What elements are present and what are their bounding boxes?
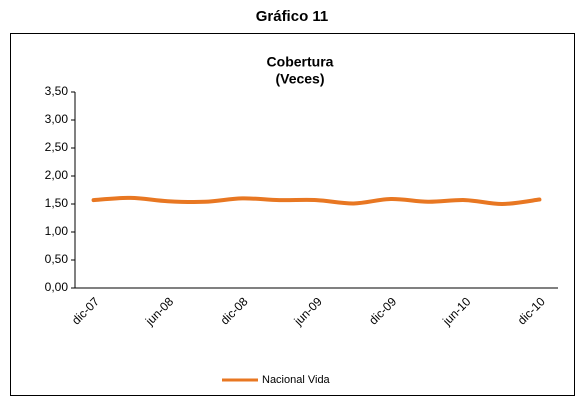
y-tick-label: 0,00: [45, 280, 69, 294]
x-tick-label: dic-10: [515, 294, 548, 327]
y-tick-label: 2,50: [45, 140, 69, 154]
figure-heading: Gráfico 11: [256, 8, 329, 25]
y-tick-label: 0,50: [45, 252, 69, 266]
x-tick-label: jun-09: [291, 294, 325, 328]
y-tick-label: 3,50: [45, 84, 69, 98]
x-tick-label: dic-09: [366, 294, 399, 327]
x-tick-label: dic-08: [218, 294, 251, 327]
series-line: [91, 195, 542, 207]
legend-label: Nacional Vida: [262, 374, 331, 386]
chart-frame: [10, 33, 575, 396]
chart-subtitle: (Veces): [275, 71, 324, 87]
y-tick-label: 1,00: [45, 224, 69, 238]
chart-title: Cobertura: [267, 54, 334, 70]
y-tick-label: 3,00: [45, 112, 69, 126]
y-tick-label: 1,50: [45, 196, 69, 210]
y-tick-label: 2,00: [45, 168, 69, 182]
x-tick-label: dic-07: [69, 294, 102, 327]
x-tick-label: jun-10: [439, 294, 473, 328]
x-tick-label: jun-08: [142, 294, 176, 328]
